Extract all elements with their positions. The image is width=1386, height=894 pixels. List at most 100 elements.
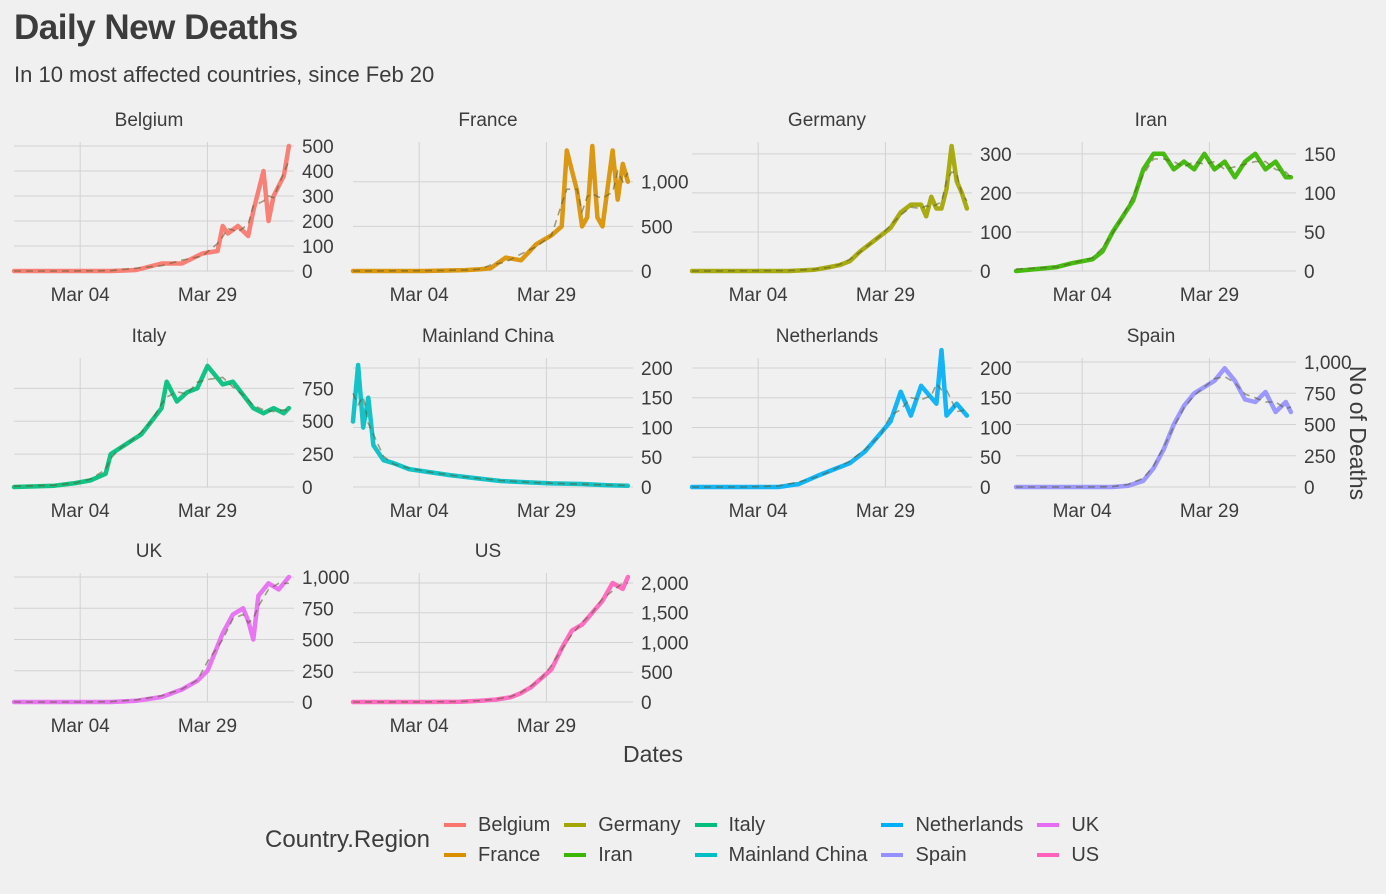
data-point	[1015, 486, 1018, 489]
data-point	[1193, 392, 1196, 395]
data-point	[196, 679, 199, 682]
data-point	[84, 701, 87, 704]
data-point	[63, 270, 66, 273]
data-point	[925, 215, 928, 218]
data-point	[1203, 152, 1206, 155]
data-point	[206, 669, 209, 672]
y-tick-label: 500	[641, 663, 673, 684]
facet-label: Iran	[1135, 110, 1168, 131]
x-tick-label: Mar 29	[856, 501, 915, 522]
data-point	[1264, 168, 1267, 171]
data-point	[1233, 379, 1236, 382]
data-point	[1213, 168, 1216, 171]
data-point	[109, 453, 112, 456]
x-tick-label: Mar 04	[390, 285, 450, 306]
data-point	[231, 380, 234, 383]
data-point	[935, 402, 938, 405]
x-tick-label: Mar 29	[517, 501, 576, 522]
data-point	[741, 486, 744, 489]
y-tick-label: 500	[302, 412, 334, 433]
data-point	[1132, 199, 1135, 202]
y-tick-label: 200	[980, 359, 1012, 380]
data-point	[899, 211, 902, 214]
legend-item-italy: Italy	[694, 810, 868, 840]
data-point	[1254, 152, 1257, 155]
data-point	[150, 420, 153, 423]
legend-item-belgium: Belgium	[443, 810, 550, 840]
trend-line-belgium	[14, 160, 290, 272]
y-tick-label: 0	[302, 693, 313, 714]
data-point	[621, 162, 624, 165]
x-tick-label: Mar 29	[517, 285, 576, 306]
data-point	[135, 699, 138, 702]
y-tick-label: 500	[302, 137, 334, 158]
y-tick-label: 500	[302, 631, 334, 652]
chart-subtitle: In 10 most affected countries, since Feb…	[14, 62, 435, 87]
data-point	[945, 414, 948, 417]
data-point	[109, 270, 112, 273]
data-point	[1111, 486, 1114, 489]
data-point	[1284, 401, 1287, 404]
data-point	[221, 225, 224, 228]
x-tick-label: Mar 29	[856, 285, 915, 306]
y-tick-label: 1,500	[641, 604, 689, 625]
trend-line-iran	[1015, 158, 1292, 270]
data-point	[828, 266, 831, 269]
facet-label: France	[458, 110, 517, 131]
data-point	[1274, 160, 1277, 163]
data-point	[104, 472, 107, 475]
x-tick-label: Mar 04	[729, 285, 789, 306]
facet-italy: 0 250 500 750 Mar 04 Mar 29 Italy	[11, 326, 334, 522]
data-point	[408, 468, 411, 471]
y-tick-label: 250	[1304, 447, 1336, 468]
data-point	[231, 613, 234, 616]
series-line-france	[350, 143, 631, 274]
legend-swatch	[694, 853, 717, 857]
data-point	[859, 250, 862, 253]
legend-item-spain: Spain	[881, 840, 1023, 870]
data-point	[576, 189, 579, 192]
facet-label: Spain	[1127, 326, 1176, 347]
data-point	[362, 426, 365, 429]
facet-mainland-china: 0 50 100 150 200 Mar 04 Mar 29 Mainland China	[350, 326, 673, 522]
data-point	[591, 145, 594, 148]
facet-iran: 0 50 100 150 Mar 04 Mar 29 Iran	[1013, 110, 1336, 306]
data-point	[423, 270, 426, 273]
data-point	[252, 638, 255, 641]
data-point	[930, 195, 933, 198]
data-point	[833, 468, 836, 471]
data-point	[165, 380, 168, 383]
legend-swatch	[443, 823, 466, 827]
legend-label: France	[477, 843, 541, 866]
facet-germany: 0 100 200 300 Mar 04 Mar 29 Germany	[689, 110, 1012, 306]
legend-label: Iran	[598, 843, 633, 866]
trend-line-us	[352, 582, 628, 703]
data-point	[479, 699, 482, 702]
data-point	[247, 235, 250, 238]
legend-item-uk: UK	[1037, 810, 1099, 840]
data-point	[591, 611, 594, 614]
data-point	[560, 225, 563, 228]
data-point	[626, 576, 629, 579]
data-point	[474, 477, 477, 480]
data-point	[920, 384, 923, 387]
data-point	[242, 393, 245, 396]
data-point	[818, 474, 821, 477]
data-point	[13, 701, 16, 704]
y-tick-label: 0	[302, 478, 313, 499]
x-axis-title: Dates	[623, 741, 683, 767]
facet-label: Germany	[788, 110, 867, 131]
x-tick-label: Mar 04	[390, 716, 450, 737]
series-line-netherlands	[689, 347, 970, 490]
legend-item-germany: Germany	[564, 810, 681, 840]
data-point	[889, 420, 892, 423]
data-point	[262, 170, 265, 173]
data-point	[181, 688, 184, 691]
trend-line-mainland-china	[352, 392, 628, 487]
data-point	[352, 270, 355, 273]
data-point	[864, 450, 867, 453]
data-point	[135, 269, 138, 272]
legend-items: Belgium France Germany Iran Italy Mainland Ch…	[443, 810, 1099, 870]
data-point	[1111, 230, 1114, 233]
trend-line-germany	[691, 171, 968, 272]
